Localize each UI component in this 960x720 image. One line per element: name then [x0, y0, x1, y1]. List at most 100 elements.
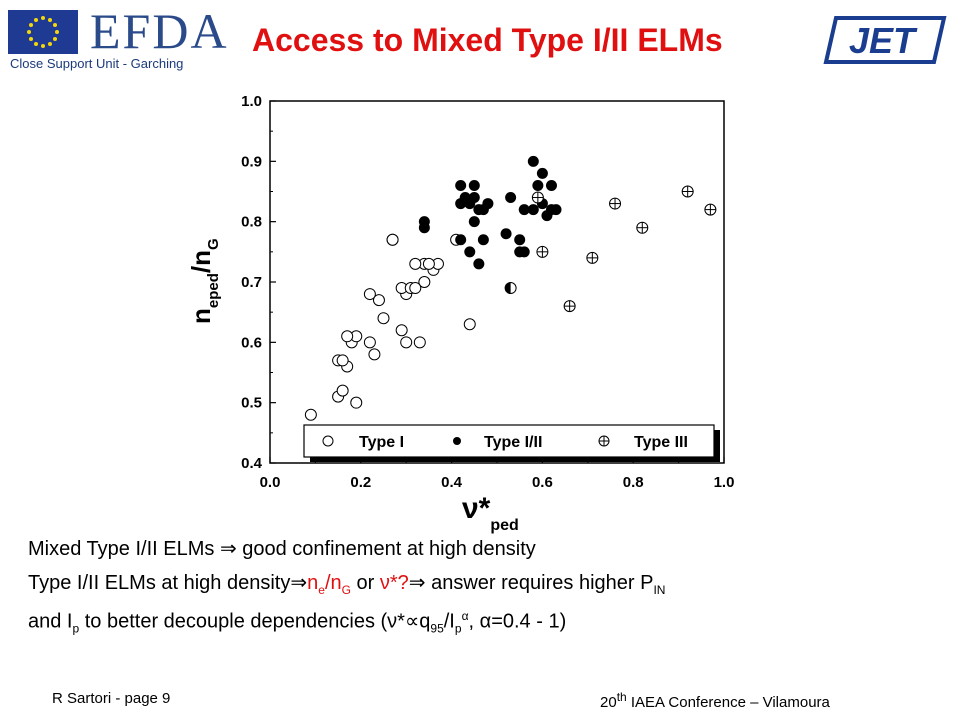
y-axis-label-sub: eped	[205, 273, 222, 308]
footer-author-page: R Sartori - page 9	[52, 690, 171, 707]
bullet-line-2: Type I/II ELMs at high density⇒ne/nG or …	[28, 570, 948, 603]
data-point-type-i-ii	[468, 179, 480, 191]
slide-text: Mixed Type I/II ELMs ⇒ good confinement …	[28, 536, 948, 650]
x-tick-label: 0.2	[350, 474, 371, 491]
scatter-plot-svg: 0.0 0.2 0.4 0.6 0.8 1.00.40.50.60.70.80.91.0 …	[186, 93, 735, 534]
eu-flag-icon	[8, 10, 78, 54]
bullet-2-text-b: answer requires higher P	[425, 572, 654, 594]
data-point-type-i-ii	[468, 216, 480, 228]
legend-box	[303, 424, 715, 458]
data-point-type-i-ii	[527, 204, 539, 216]
data-point-type-i-ii	[545, 179, 557, 191]
data-point-type-i	[409, 257, 422, 270]
x-axis-label-sub: ped	[490, 517, 518, 534]
data-point-type-i	[409, 282, 422, 295]
pin-subscript: IN	[653, 583, 666, 597]
scatter-plot: 0.0 0.2 0.4 0.6 0.8 1.0 0.4 0.5 0.6 0.7 0.8 0.9 1.0 …	[176, 84, 756, 534]
legend-marker-type-iii	[598, 435, 610, 447]
proportional-icon: ∝	[404, 610, 420, 633]
implies-arrow-icon: ⇒	[408, 572, 426, 594]
jet-logo: JET	[822, 12, 948, 68]
bullet-2-text-a: Type I/II ELMs at high density	[28, 572, 291, 594]
data-point-type-i-ii	[518, 204, 530, 216]
y-tick-label: 0.4	[241, 455, 263, 472]
data-point-type-i	[413, 336, 426, 349]
data-point-type-i-ii	[527, 155, 539, 167]
page-title: Access to Mixed Type I/II ELMs	[252, 22, 723, 58]
efda-wordmark: EFDA	[90, 3, 229, 59]
bullet-1-text-b: good confinement at high density	[236, 538, 536, 560]
implies-arrow-icon: ⇒	[290, 572, 308, 594]
data-point-type-i	[395, 324, 408, 337]
data-point-type-i	[304, 408, 317, 421]
x-tick-label: 0.0	[260, 474, 281, 491]
data-point-type-iii	[531, 191, 544, 204]
bullet-1-text-a: Mixed Type I/II ELMs	[28, 538, 220, 560]
legend-marker-type-i-ii	[453, 437, 461, 445]
data-point-type-i-ii	[514, 234, 526, 246]
data-point-type-i	[350, 396, 363, 409]
collisionality-symbol: ν*?	[379, 572, 409, 594]
data-point-type-i	[386, 233, 399, 246]
slide-header: EFDA Close Support Unit - Garching Acces…	[0, 0, 960, 80]
x-tick-label: 0.4	[441, 474, 463, 491]
data-point-type-i-ii	[518, 246, 530, 258]
legend-label-type-iii: Type III	[634, 434, 688, 451]
data-point-type-iii	[536, 245, 549, 258]
data-point-type-i-ii	[464, 246, 476, 258]
data-point-type-i-ii	[473, 258, 485, 270]
data-point-type-i-ii	[455, 179, 467, 191]
y-axis-label-tail-sub: G	[205, 238, 222, 250]
data-point-half-filled	[504, 282, 517, 295]
data-point-type-iii	[609, 197, 622, 210]
y-tick-label: 0.5	[241, 395, 262, 412]
y-tick-label: 0.6	[241, 334, 262, 351]
data-point-type-i	[336, 384, 349, 397]
data-point-type-i	[336, 354, 349, 367]
bullet-2-or: or	[350, 572, 380, 594]
data-point-type-iii	[704, 203, 717, 216]
data-point-type-i	[377, 312, 390, 325]
data-point-type-i-ii	[500, 228, 512, 240]
implies-arrow-icon: ⇒	[219, 538, 237, 560]
bullet-3-text-a: and I	[28, 610, 73, 633]
x-tick-label: 1.0	[714, 474, 735, 491]
data-point-type-i-ii	[532, 179, 544, 191]
bullet-line-3: and Ip to better decouple dependencies (…	[28, 609, 567, 636]
data-point-type-i-ii	[477, 234, 489, 246]
data-point-type-iii	[636, 221, 649, 234]
data-point-type-i-ii	[550, 204, 562, 216]
y-tick-label: 0.7	[241, 274, 262, 291]
y-tick-label: 0.9	[241, 153, 262, 170]
legend-marker-type-i	[322, 435, 334, 447]
data-point-type-i-ii	[455, 198, 467, 210]
plot-frame	[269, 100, 725, 464]
data-point-type-i-ii	[464, 198, 476, 210]
data-point-type-i	[363, 336, 376, 349]
legend-label-type-i: Type I	[359, 434, 404, 451]
data-point-type-i	[418, 276, 431, 288]
data-point-type-i	[363, 288, 376, 301]
bullet-3-text-b: to better decouple dependencies (	[79, 610, 388, 633]
data-point-type-iii	[586, 251, 599, 264]
data-point-type-iii	[563, 300, 576, 313]
x-tick-label: 0.6	[532, 474, 553, 491]
data-point-type-i-ii	[536, 167, 548, 179]
efda-subtitle: Close Support Unit - Garching	[10, 56, 184, 71]
data-point-type-i	[400, 336, 413, 349]
data-point-type-iii	[681, 185, 694, 198]
efda-logo: EFDA Close Support Unit - Garching	[8, 3, 238, 72]
data-point-type-i	[341, 330, 354, 343]
data-point-type-i-ii	[418, 216, 430, 228]
footer-conference: 20th IAEA Conference – Vilamoura	[600, 690, 830, 711]
x-tick-label: 0.8	[623, 474, 644, 491]
y-tick-label: 0.8	[241, 214, 262, 231]
data-point-type-i	[463, 318, 476, 331]
data-point-type-i	[422, 257, 435, 270]
legend-label-type-i-ii: Type I/II	[484, 434, 542, 451]
jet-logo-text: JET	[849, 20, 918, 61]
data-point-type-i-ii	[505, 192, 517, 204]
data-point-type-i-ii	[455, 234, 467, 246]
data-point-type-i-ii	[482, 198, 494, 210]
density-ratio: ne/nG	[307, 572, 351, 597]
